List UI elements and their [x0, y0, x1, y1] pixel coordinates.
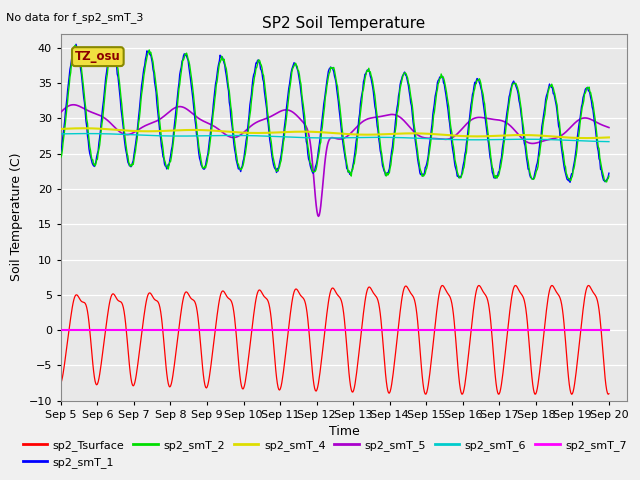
Line: sp2_smT_1: sp2_smT_1 [61, 44, 609, 182]
sp2_smT_4 [180, 127, 188, 133]
sp2_smT_7 [208, 327, 216, 333]
sp2_smT_4 [403, 131, 410, 136]
sp2_smT_4 [419, 131, 426, 136]
sp2_smT_5 [419, 134, 427, 140]
sp2_smT_1 [57, 149, 65, 155]
sp2_Tsurface [124, 336, 131, 342]
sp2_Tsurface [401, 283, 409, 289]
sp2_smT_6 [209, 133, 216, 139]
Y-axis label: Soil Temperature (C): Soil Temperature (C) [10, 153, 23, 281]
sp2_Tsurface [584, 283, 592, 288]
sp2_smT_4 [57, 126, 65, 132]
sp2_smT_5 [315, 214, 323, 219]
sp2_smT_1 [419, 171, 426, 177]
sp2_Tsurface [57, 380, 65, 386]
sp2_smT_5 [124, 132, 132, 137]
Legend: sp2_Tsurface, sp2_smT_1, sp2_smT_2, sp2_smT_4, sp2_smT_5, sp2_smT_6, sp2_smT_7: sp2_Tsurface, sp2_smT_1, sp2_smT_2, sp2_… [19, 436, 631, 472]
sp2_Tsurface [605, 391, 612, 396]
sp2_smT_2 [605, 173, 612, 179]
sp2_smT_2 [124, 153, 132, 159]
sp2_smT_7 [605, 327, 612, 333]
sp2_Tsurface [208, 356, 216, 362]
sp2_Tsurface [179, 298, 187, 304]
sp2_smT_2 [180, 57, 188, 63]
sp2_smT_5 [57, 109, 65, 115]
sp2_smT_1 [72, 41, 80, 47]
Text: TZ_osu: TZ_osu [75, 50, 121, 63]
sp2_smT_1 [566, 180, 574, 185]
Line: sp2_Tsurface: sp2_Tsurface [61, 286, 609, 394]
sp2_smT_5 [70, 102, 77, 108]
sp2_smT_4 [67, 126, 74, 132]
Line: sp2_smT_6: sp2_smT_6 [61, 133, 609, 142]
sp2_smT_7 [124, 327, 131, 333]
sp2_smT_6 [84, 131, 92, 136]
sp2_smT_2 [403, 71, 410, 77]
sp2_smT_5 [209, 122, 216, 128]
sp2_smT_2 [209, 118, 216, 124]
sp2_smT_7 [401, 327, 409, 333]
sp2_smT_1 [209, 111, 216, 117]
sp2_smT_5 [605, 125, 612, 131]
sp2_smT_4 [605, 134, 612, 140]
sp2_smT_2 [67, 70, 74, 75]
sp2_smT_5 [180, 105, 188, 110]
sp2_smT_2 [419, 173, 426, 179]
sp2_smT_4 [582, 135, 590, 141]
sp2_smT_1 [403, 72, 410, 78]
sp2_smT_7 [67, 327, 74, 333]
sp2_smT_6 [67, 131, 74, 137]
Line: sp2_smT_5: sp2_smT_5 [61, 105, 609, 216]
sp2_smT_2 [57, 155, 65, 160]
sp2_smT_6 [57, 131, 65, 137]
sp2_smT_6 [605, 139, 612, 144]
sp2_smT_7 [417, 327, 425, 333]
sp2_smT_4 [209, 128, 216, 133]
sp2_smT_1 [180, 53, 188, 59]
sp2_smT_1 [605, 170, 612, 176]
Line: sp2_smT_4: sp2_smT_4 [61, 128, 609, 138]
sp2_smT_7 [57, 327, 65, 333]
sp2_smT_5 [403, 121, 411, 127]
sp2_Tsurface [67, 315, 74, 321]
sp2_smT_6 [419, 135, 426, 141]
sp2_smT_2 [72, 42, 79, 48]
sp2_smT_2 [603, 179, 611, 185]
Title: SP2 Soil Temperature: SP2 Soil Temperature [262, 16, 426, 31]
sp2_smT_1 [124, 159, 132, 165]
Line: sp2_smT_2: sp2_smT_2 [61, 45, 609, 182]
sp2_Tsurface [604, 391, 612, 397]
sp2_smT_4 [124, 128, 132, 133]
sp2_Tsurface [417, 364, 425, 370]
sp2_smT_5 [67, 102, 74, 108]
sp2_smT_7 [179, 327, 187, 333]
sp2_smT_6 [124, 132, 132, 137]
Text: No data for f_sp2_smT_3: No data for f_sp2_smT_3 [6, 12, 144, 23]
sp2_smT_4 [80, 125, 88, 131]
X-axis label: Time: Time [328, 425, 360, 438]
sp2_smT_6 [403, 135, 410, 141]
sp2_smT_6 [180, 133, 188, 139]
sp2_smT_1 [67, 63, 74, 69]
